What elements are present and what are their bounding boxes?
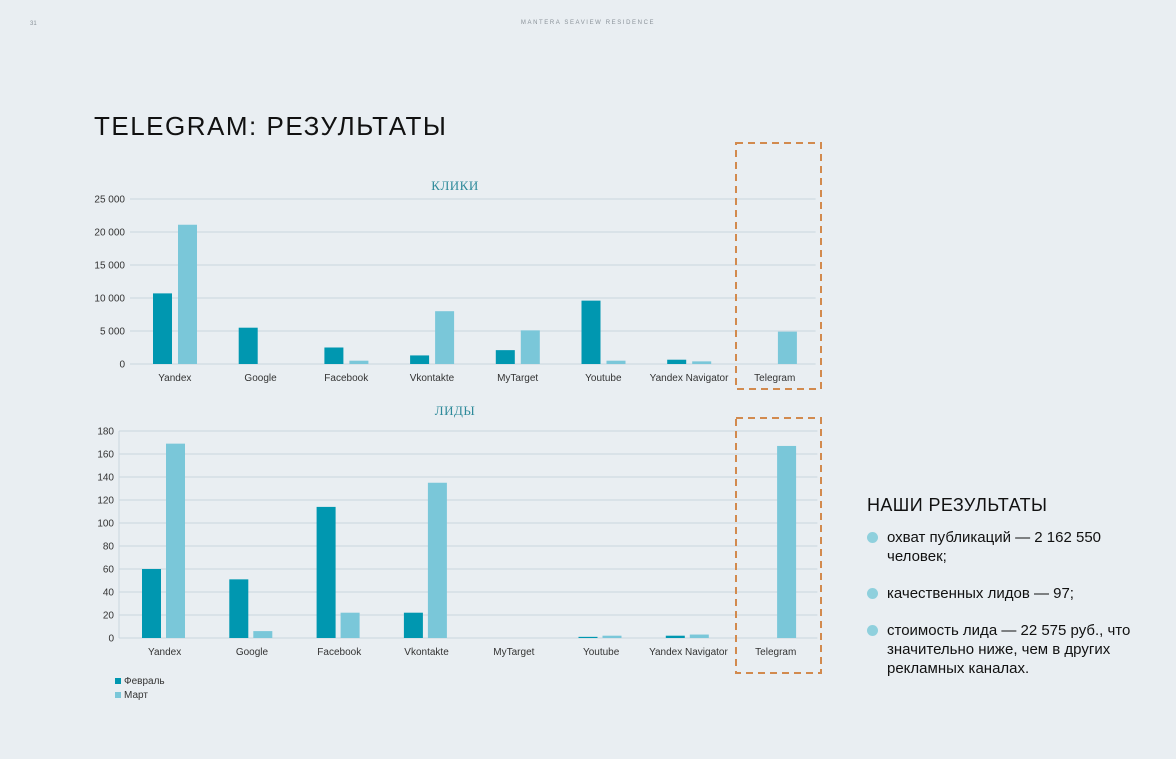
bar-march: [606, 360, 626, 364]
results-list: охват публикаций — 2 162 550 человек; ка…: [867, 528, 1157, 678]
y-tick-label: 0: [108, 634, 114, 645]
result-item: качественных лидов — 97;: [867, 584, 1157, 603]
legend-swatch: [115, 678, 121, 684]
bar-february: [667, 359, 687, 364]
x-tick-label: Telegram: [754, 373, 795, 384]
results-heading: НАШИ РЕЗУЛЬТАТЫ: [867, 495, 1048, 515]
bar-february: [581, 300, 601, 364]
y-tick-label: 5 000: [100, 327, 125, 338]
chart-title: ЛИДЫ: [435, 403, 475, 418]
y-tick-label: 140: [97, 473, 114, 484]
x-tick-label: Telegram: [755, 647, 796, 658]
page-title: TELEGRAM: РЕЗУЛЬТАТЫ: [94, 111, 448, 142]
bar-february: [238, 327, 258, 364]
bar-february: [578, 636, 598, 638]
y-tick-label: 180: [97, 427, 114, 438]
result-text: качественных лидов — 97;: [887, 585, 1074, 602]
x-tick-label: Youtube: [583, 647, 620, 658]
result-text: стоимость лида — 22 575 руб., что значит…: [887, 622, 1131, 677]
x-tick-label: MyTarget: [497, 373, 538, 384]
bar-march: [692, 361, 712, 364]
y-tick-label: 40: [103, 588, 115, 599]
chart-title: КЛИКИ: [431, 178, 478, 193]
y-tick-label: 20: [103, 611, 115, 622]
x-tick-label: Vkontakte: [404, 647, 449, 658]
bar-february: [316, 506, 336, 638]
bar-february: [665, 635, 685, 638]
y-tick-label: 60: [103, 565, 115, 576]
x-tick-label: Google: [236, 647, 269, 658]
result-item: стоимость лида — 22 575 руб., что значит…: [867, 621, 1157, 678]
result-item: охват публикаций — 2 162 550 человек;: [867, 528, 1157, 566]
y-tick-label: 120: [97, 496, 114, 507]
bar-march: [166, 443, 185, 638]
bar-february: [153, 293, 172, 364]
x-tick-label: Youtube: [585, 373, 622, 384]
results-panel: НАШИ РЕЗУЛЬТАТЫ охват публикаций — 2 162…: [867, 495, 1157, 696]
y-tick-label: 160: [97, 450, 114, 461]
bar-march: [689, 634, 709, 638]
x-tick-label: Yandex: [158, 373, 191, 384]
y-tick-label: 80: [103, 542, 115, 553]
bar-february: [495, 350, 515, 364]
bar-march: [520, 330, 540, 364]
y-tick-label: 100: [97, 519, 114, 530]
x-tick-label: Yandex Navigator: [650, 373, 729, 384]
bullet-icon: [867, 588, 878, 599]
telegram-highlight-box: [735, 417, 822, 674]
y-tick-label: 25 000: [94, 195, 125, 206]
bar-march: [602, 635, 622, 638]
bar-march: [777, 445, 797, 638]
bar-march: [340, 612, 360, 638]
x-tick-label: Yandex: [148, 647, 181, 658]
bar-february: [324, 347, 344, 364]
y-tick-label: 0: [119, 360, 125, 371]
y-tick-label: 10 000: [94, 294, 125, 305]
header-brand: MANTERA SEAVIEW RESIDENCE: [520, 20, 656, 26]
legend-swatch: [115, 692, 121, 698]
legend-label: Март: [124, 690, 148, 701]
x-tick-label: Google: [244, 373, 277, 384]
bar-march: [777, 331, 797, 364]
result-text: охват публикаций — 2 162 550 человек;: [887, 529, 1102, 565]
x-tick-label: Facebook: [324, 373, 369, 384]
bar-march: [435, 311, 455, 364]
y-tick-label: 20 000: [94, 228, 125, 239]
bullet-icon: [867, 532, 878, 543]
x-tick-label: MyTarget: [493, 647, 534, 658]
bar-february: [403, 612, 423, 638]
bar-february: [229, 579, 249, 638]
y-tick-label: 15 000: [94, 261, 125, 272]
bar-february: [142, 569, 161, 638]
bar-march: [349, 360, 369, 364]
page-number: 31: [30, 21, 37, 27]
x-tick-label: Yandex Navigator: [649, 647, 728, 658]
legend-label: Февраль: [124, 676, 165, 687]
x-tick-label: Vkontakte: [410, 373, 455, 384]
bar-march: [253, 631, 273, 638]
bar-february: [410, 355, 430, 364]
x-tick-label: Facebook: [317, 647, 362, 658]
bar-march: [178, 224, 197, 364]
bullet-icon: [867, 625, 878, 636]
telegram-highlight-box: [735, 142, 822, 390]
bar-march: [427, 482, 447, 638]
